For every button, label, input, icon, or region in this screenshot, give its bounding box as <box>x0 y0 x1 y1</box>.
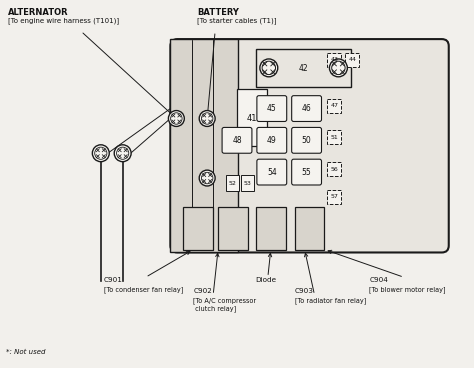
Text: [To A/C compressor: [To A/C compressor <box>193 297 256 304</box>
Text: 50: 50 <box>302 136 311 145</box>
Text: BATTERY: BATTERY <box>197 8 239 17</box>
Text: 42: 42 <box>299 64 309 73</box>
Bar <box>346 53 359 67</box>
Text: 47: 47 <box>330 103 338 108</box>
Text: ALTERNATOR: ALTERNATOR <box>9 8 69 17</box>
Bar <box>170 39 238 252</box>
Text: 55: 55 <box>302 167 311 177</box>
Circle shape <box>329 59 347 77</box>
FancyBboxPatch shape <box>222 127 252 153</box>
Bar <box>328 53 341 67</box>
Text: 46: 46 <box>302 104 311 113</box>
Bar <box>256 207 286 250</box>
Text: [To starter cables (T1)]: [To starter cables (T1)] <box>197 17 277 24</box>
Text: 49: 49 <box>267 136 277 145</box>
Text: 52: 52 <box>228 181 237 185</box>
Circle shape <box>199 110 215 127</box>
Text: 51: 51 <box>330 135 338 140</box>
Bar <box>237 89 267 146</box>
Text: clutch relay]: clutch relay] <box>193 305 237 312</box>
FancyBboxPatch shape <box>257 127 287 153</box>
Circle shape <box>114 145 131 162</box>
Bar <box>241 175 254 191</box>
Text: 56: 56 <box>330 167 338 171</box>
Bar <box>328 190 341 204</box>
Text: [To radiator fan relay]: [To radiator fan relay] <box>295 297 366 304</box>
FancyBboxPatch shape <box>170 39 449 252</box>
Text: *: Not used: *: Not used <box>6 349 46 355</box>
Bar <box>328 99 341 113</box>
Text: C904: C904 <box>369 277 388 283</box>
Bar <box>328 130 341 144</box>
Text: 44: 44 <box>348 57 356 63</box>
Text: Diode: Diode <box>255 277 276 283</box>
Bar <box>183 207 213 250</box>
Bar <box>218 207 248 250</box>
Text: C903: C903 <box>295 288 313 294</box>
FancyBboxPatch shape <box>257 159 287 185</box>
Text: [To blower motor relay]: [To blower motor relay] <box>369 286 446 293</box>
Text: 54: 54 <box>267 167 277 177</box>
Text: 45: 45 <box>267 104 277 113</box>
Text: 41: 41 <box>246 114 257 123</box>
Bar <box>256 49 351 87</box>
Text: 57: 57 <box>330 194 338 199</box>
Text: C901: C901 <box>104 277 123 283</box>
FancyBboxPatch shape <box>257 96 287 121</box>
Text: 43: 43 <box>330 57 338 63</box>
Circle shape <box>168 110 184 127</box>
Text: 48: 48 <box>232 136 242 145</box>
FancyBboxPatch shape <box>292 96 321 121</box>
Text: [To engine wire harness (T101)]: [To engine wire harness (T101)] <box>9 17 119 24</box>
Text: 53: 53 <box>244 181 251 185</box>
Bar <box>295 207 325 250</box>
Text: C902: C902 <box>193 288 212 294</box>
Bar <box>328 162 341 176</box>
FancyBboxPatch shape <box>292 127 321 153</box>
Circle shape <box>92 145 109 162</box>
Bar <box>226 175 239 191</box>
Circle shape <box>199 170 215 186</box>
Circle shape <box>260 59 278 77</box>
Text: [To condenser fan relay]: [To condenser fan relay] <box>104 286 183 293</box>
FancyBboxPatch shape <box>292 159 321 185</box>
